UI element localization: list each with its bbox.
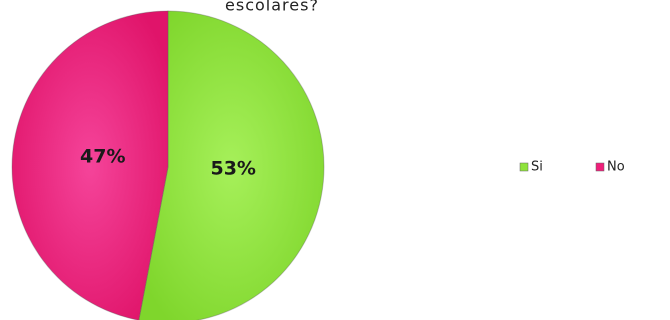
chart-title: escolares? [225, 0, 319, 15]
legend-label: Si [531, 160, 543, 175]
legend-swatch [595, 162, 605, 172]
pie-slice [11, 10, 169, 320]
legend-swatch [519, 162, 529, 172]
slice-label: 47% [80, 145, 125, 167]
pie-slice [138, 10, 325, 320]
slice-label: 53% [210, 158, 255, 180]
legend-label: No [607, 160, 625, 175]
